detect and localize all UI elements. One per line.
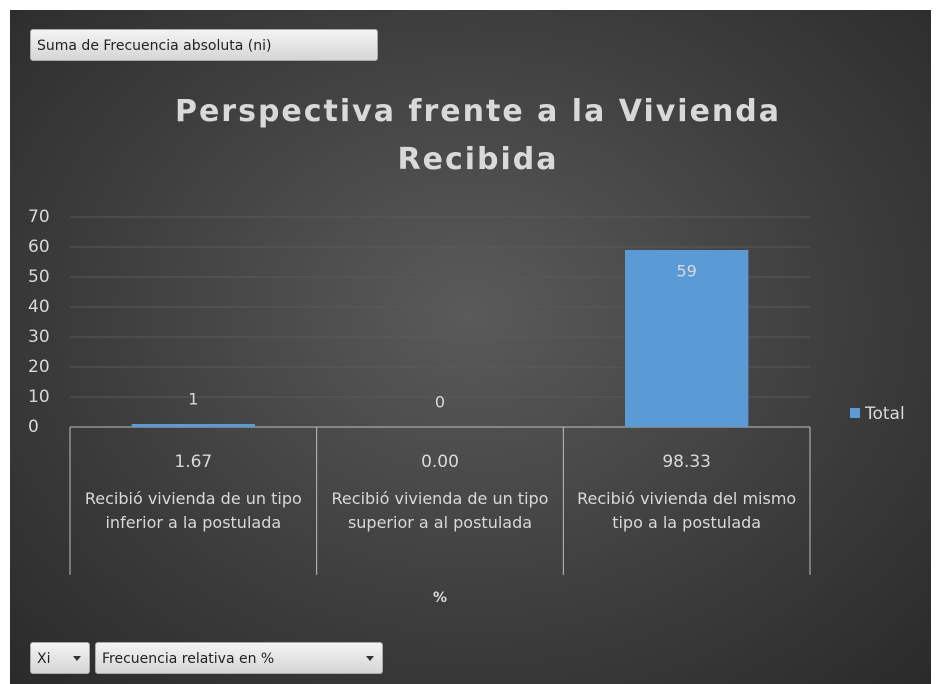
x-tick-label: 98.33 <box>662 452 711 472</box>
chart-area <box>10 10 931 684</box>
axis-field-button[interactable]: Xi <box>30 642 90 674</box>
y-tick-label: 60 <box>28 237 50 257</box>
category-group-label: Recibió vivienda de un tipo superior a a… <box>331 489 549 532</box>
data-label: 0 <box>435 393 445 412</box>
axis-field-button[interactable]: Frecuencia relativa en % <box>95 642 383 674</box>
y-tick-label: 10 <box>28 387 50 407</box>
y-tick-label: 30 <box>28 327 50 347</box>
chart-title: Perspectiva frente a la Vivienda Recibid… <box>174 94 782 177</box>
dropdown-arrow[interactable] <box>73 656 81 661</box>
x-axis-title: % <box>433 590 447 606</box>
y-tick-label: 70 <box>28 207 50 227</box>
legend-swatch <box>850 408 860 418</box>
bar <box>131 424 255 427</box>
bar <box>625 250 749 427</box>
category-group-label: Recibió vivienda de un tipo inferior a l… <box>84 489 302 532</box>
y-tick-label: 0 <box>28 417 39 437</box>
value-field-button[interactable]: Suma de Frecuencia absoluta (ni) <box>30 29 378 61</box>
axis-field-label: Xi <box>37 651 51 667</box>
legend-label: Total <box>864 404 905 424</box>
data-label: 1 <box>188 390 198 409</box>
y-tick-label: 50 <box>28 267 50 287</box>
category-group-label: Recibió vivienda del mismo tipo a la pos… <box>577 489 797 532</box>
axis-field-label: Frecuencia relativa en % <box>102 651 275 667</box>
dropdown-arrow[interactable] <box>366 656 374 661</box>
x-tick-label: 1.67 <box>174 452 212 472</box>
y-tick-label: 20 <box>28 357 50 377</box>
y-tick-label: 40 <box>28 297 50 317</box>
x-tick-label: 0.00 <box>421 452 459 472</box>
data-label: 59 <box>676 262 696 281</box>
